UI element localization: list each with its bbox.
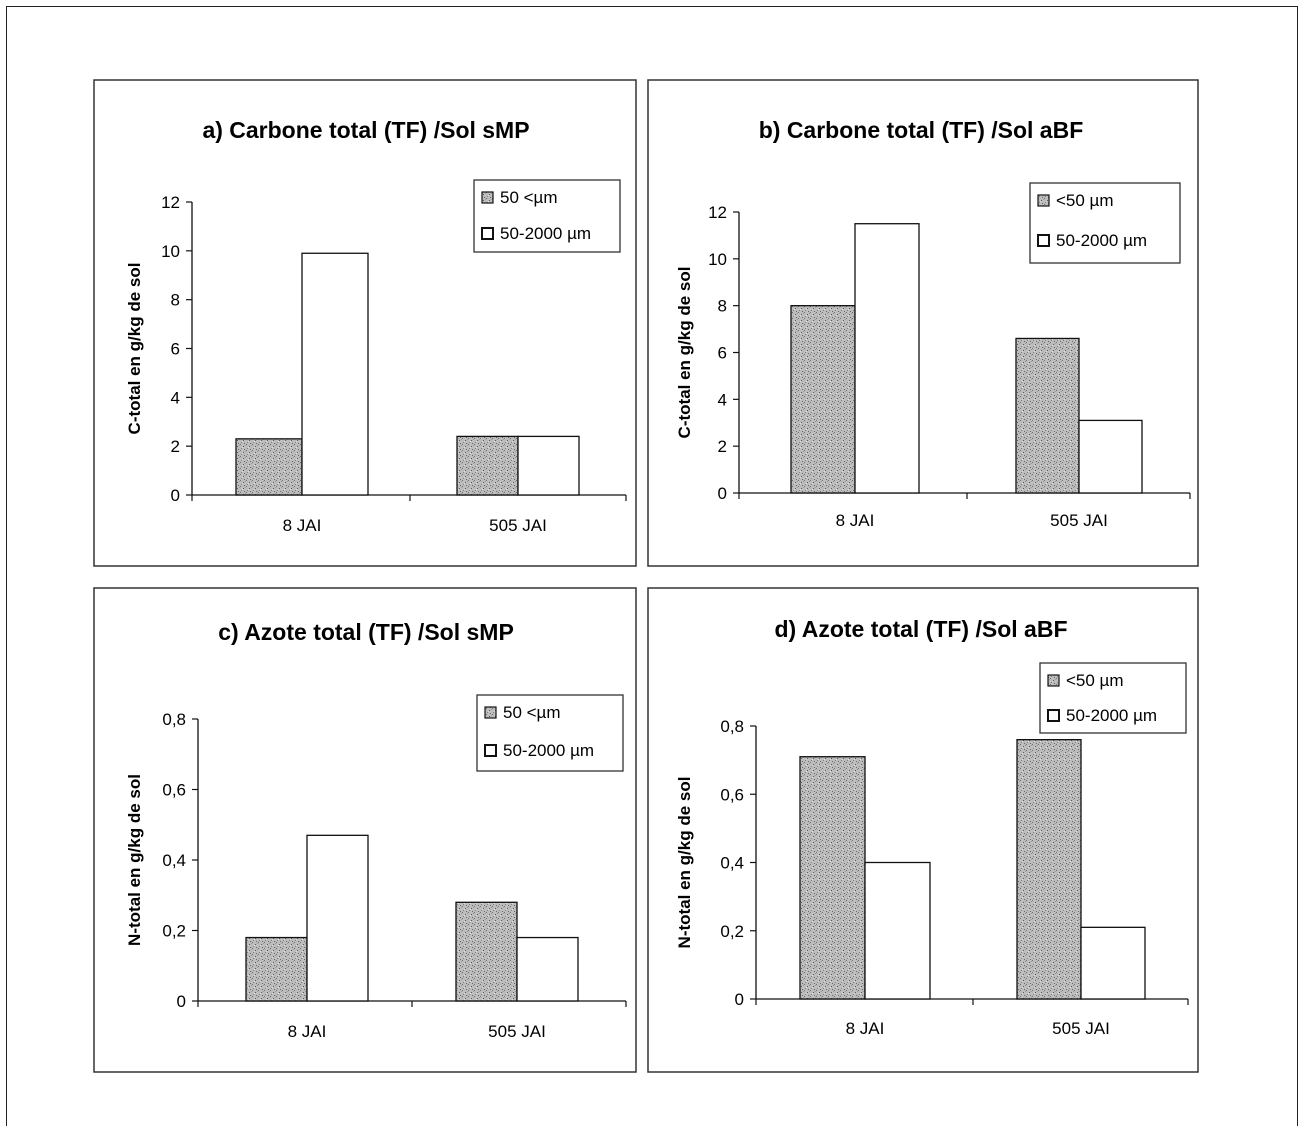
panel-a-bar-fine-1 [456,435,519,496]
panel-a-y-axis-title: C-total en g/kg de sol [125,263,144,435]
panel-c-legend-label: 50 <µm [503,703,561,722]
panel-a-y-tick-label: 2 [171,437,180,456]
panel-a-bar-coarse-1 [517,435,580,496]
panel-c: c) Azote total (TF) /Sol sMP 0 0,2 0,4 0,6 0,… [93,587,637,1073]
panel-a-legend-swatch-coarse [481,227,494,240]
panel-a-frame [93,79,637,567]
panel-c-title: c) Azote total (TF) /Sol sMP [218,619,514,645]
panel-a-category-label: 8 JAI [283,516,322,535]
panel-a-legend-label: 50-2000 µm [500,224,591,243]
panel-b-y-tick-label: 4 [718,390,727,409]
panel-c-bar-coarse-0 [306,834,369,1002]
panel-a-y-tick-label: 12 [161,193,180,212]
panel-c-frame [93,587,637,1073]
panel-b-legend-swatch-coarse [1037,234,1050,247]
panel-a-y-tick-label: 0 [171,486,180,505]
panel-b-legend-swatch-fine [1037,194,1050,207]
panel-b-y-tick-label: 6 [718,344,727,363]
panel-b-y-tick-label: 10 [708,250,727,269]
panel-a-category-label: 505 JAI [489,516,547,535]
panel-a-y-tick-label: 4 [171,388,180,407]
panel-b-title: b) Carbone total (TF) /Sol aBF [759,117,1084,143]
panel-d-legend-swatch-coarse [1047,709,1060,722]
panel-a-legend-label: 50 <µm [500,188,558,207]
panel-c-legend-swatch-fine [484,706,497,719]
panel-a-y-tick-label: 10 [161,242,180,261]
panel-d-y-tick-label: 0 [735,990,744,1009]
panel-a-y-tick-label: 6 [171,340,180,359]
panel-a: a) Carbone total (TF) /Sol sMP 0 2 4 6 8 10 12 C… [93,79,637,567]
panel-c-y-tick-label: 0,8 [162,710,186,729]
panel-a-legend: 50 <µm 50-2000 µm [473,179,621,253]
panel-c-bar-fine-0 [245,936,308,1002]
panel-c-y-tick-label: 0,2 [162,922,186,941]
panel-b-legend-box [1029,182,1181,264]
panel-c-bar-coarse-1 [516,936,579,1002]
panel-c-category-label: 505 JAI [488,1022,546,1041]
panel-d-bar-fine-1 [1016,739,1082,1000]
panel-a-legend-box [473,179,621,253]
panel-d-y-tick-label: 0,8 [720,717,744,736]
panel-c-bar-fine-1 [455,901,518,1002]
panel-b-y-tick-label: 2 [718,437,727,456]
panel-d-legend-label: <50 µm [1066,671,1124,690]
panel-c-legend-label: 50-2000 µm [503,741,594,760]
panel-d-category-label: 505 JAI [1052,1019,1110,1038]
panel-b-legend-label: <50 µm [1056,191,1114,210]
panel-c-legend: 50 <µm 50-2000 µm [476,694,624,772]
panel-a-bar-fine-0 [235,438,303,496]
panel-b-bar-fine-1 [1015,337,1080,494]
panel-c-legend-swatch-coarse [484,744,497,757]
panel-b-category-label: 8 JAI [836,511,875,530]
panel-d-legend-swatch-fine [1047,674,1060,687]
panel-c-y-tick-label: 0 [177,992,186,1011]
panel-a-bar-coarse-0 [301,252,369,496]
panel-d-bar-coarse-0 [864,861,931,1000]
panel-a-y-tick-label: 8 [171,291,180,310]
panel-b-y-tick-label: 12 [708,203,727,222]
panel-b-bar-fine-0 [790,305,856,494]
panel-c-y-axis-title: N-total en g/kg de sol [125,774,144,946]
panel-d-legend-box [1039,662,1187,734]
panel-a-title: a) Carbone total (TF) /Sol sMP [202,117,529,143]
panel-d: d) Azote total (TF) /Sol aBF 0 0,2 0,4 0,6 0,… [647,587,1199,1073]
panel-b-y-tick-label: 8 [718,297,727,316]
panel-d-legend-label: 50-2000 µm [1066,706,1157,725]
panel-d-title: d) Azote total (TF) /Sol aBF [774,616,1067,642]
figure-frame [6,6,1298,1126]
panel-d-y-tick-label: 0,6 [720,785,744,804]
panel-b-legend-label: 50-2000 µm [1056,231,1147,250]
panel-c-y-tick-label: 0,6 [162,781,186,800]
panel-c-legend-box [476,694,624,772]
panel-b-bar-coarse-1 [1078,419,1143,494]
panel-d-bar-fine-0 [799,756,866,1000]
panel-b: b) Carbone total (TF) /Sol aBF 0 2 4 6 8 10 12 C… [647,79,1199,567]
panel-b-y-tick-label: 0 [718,484,727,503]
panel-c-y-tick-label: 0,4 [162,851,186,870]
panel-d-category-label: 8 JAI [846,1019,885,1038]
panel-d-legend: <50 µm 50-2000 µm [1039,662,1187,734]
panel-b-legend: <50 µm 50-2000 µm [1029,182,1181,264]
panel-a-legend-swatch-fine [481,191,494,204]
panel-d-bar-coarse-1 [1080,926,1146,1000]
panel-d-y-tick-label: 0,4 [720,854,744,873]
panel-b-y-axis-title: C-total en g/kg de sol [675,267,694,439]
panel-d-frame [647,587,1199,1073]
panel-b-bar-coarse-0 [854,223,920,494]
panel-b-frame [647,79,1199,567]
panel-d-y-tick-label: 0,2 [720,922,744,941]
panel-b-category-label: 505 JAI [1050,511,1108,530]
panel-c-category-label: 8 JAI [288,1022,327,1041]
panel-d-y-axis-title: N-total en g/kg de sol [675,777,694,949]
